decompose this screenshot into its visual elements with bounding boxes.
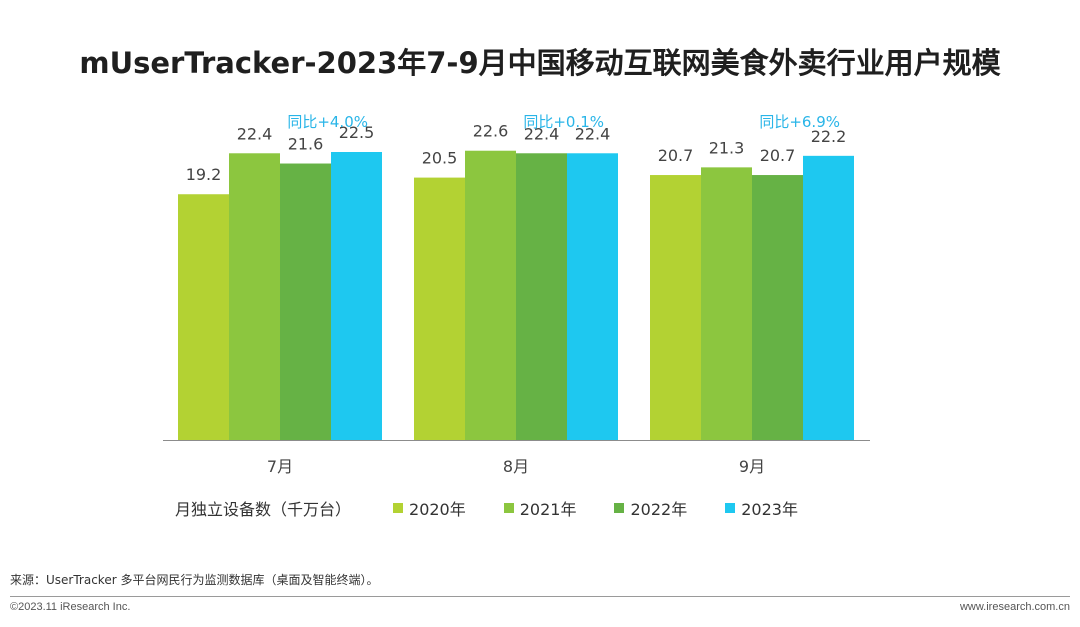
copyright: ©2023.11 iResearch Inc. bbox=[10, 601, 131, 613]
legend-label-2020: 2020年 bbox=[409, 500, 466, 519]
data-label-9月-2021年: 21.3 bbox=[709, 138, 745, 157]
legend-item-2021: 2021年 bbox=[503, 496, 577, 520]
data-label-9月-2022年: 20.7 bbox=[760, 146, 796, 165]
legend-item-2023: 2023年 bbox=[725, 496, 798, 520]
bar-9月-2022年 bbox=[752, 175, 803, 441]
chart-title: mUserTracker-2023年7-9月中国移动互联网美食外卖行业用户规模 bbox=[79, 46, 1001, 80]
legend: 月独立设备数（千万台） 2020年 2021年 2022年 2023年 bbox=[175, 496, 836, 520]
x-tick-label-8月: 8月 bbox=[503, 457, 529, 476]
data-label-9月-2020年: 20.7 bbox=[658, 146, 694, 165]
bar-7月-2020年 bbox=[178, 194, 229, 440]
source-note: 来源：UserTracker 多平台网民行为监测数据库（桌面及智能终端）。 bbox=[10, 573, 379, 587]
website-link[interactable]: www.iresearch.com.cn bbox=[959, 601, 1070, 613]
bar-8月-2023年 bbox=[567, 153, 618, 440]
data-label-7月-2022年: 21.6 bbox=[288, 135, 324, 154]
legend-label-2022: 2022年 bbox=[630, 500, 688, 519]
x-tick-label-7月: 7月 bbox=[267, 457, 293, 476]
yoy-label-7月: 同比+4.0% bbox=[287, 113, 368, 131]
bar-9月-2023年 bbox=[803, 155, 854, 440]
legend-measure-label: 月独立设备数（千万台） bbox=[175, 500, 352, 519]
legend-item-2020: 2020年 bbox=[393, 496, 466, 520]
bar-8月-2021年 bbox=[465, 150, 516, 440]
bar-9月-2021年 bbox=[701, 167, 752, 441]
legend-label-2023: 2023年 bbox=[741, 500, 798, 519]
bar-9月-2020年 bbox=[650, 175, 701, 441]
legend-label-2021: 2021年 bbox=[519, 500, 577, 519]
bar-7月-2022年 bbox=[280, 163, 331, 440]
yoy-label-8月: 同比+0.1% bbox=[523, 113, 604, 131]
footer-divider bbox=[10, 596, 1070, 597]
yoy-label-9月: 同比+6.9% bbox=[759, 113, 840, 131]
data-label-7月-2020年: 19.2 bbox=[186, 165, 222, 184]
bar-8月-2022年 bbox=[516, 153, 567, 440]
legend-swatch-2022 bbox=[614, 503, 625, 513]
data-label-9月-2023年: 22.2 bbox=[811, 127, 847, 146]
data-label-8月-2022年: 22.4 bbox=[524, 124, 560, 143]
legend-item-2022: 2022年 bbox=[614, 496, 687, 520]
legend-swatch-2020 bbox=[393, 503, 404, 513]
legend-swatch-2023 bbox=[725, 503, 736, 513]
bar-7月-2021年 bbox=[229, 153, 280, 440]
data-label-8月-2023年: 22.4 bbox=[575, 124, 611, 143]
bar-8月-2020年 bbox=[414, 177, 465, 440]
data-label-8月-2021年: 22.6 bbox=[473, 122, 509, 141]
x-tick-label-9月: 9月 bbox=[739, 457, 765, 476]
bar-7月-2023年 bbox=[331, 152, 382, 440]
data-label-7月-2023年: 22.5 bbox=[339, 123, 375, 142]
data-label-8月-2020年: 20.5 bbox=[422, 149, 458, 168]
legend-swatch-2021 bbox=[503, 503, 514, 513]
bar-chart: 19.2 22.4 21.6 22.5 7月 同比+4.0% 20.5 22.6 22.4 22.… bbox=[163, 113, 870, 476]
data-label-7月-2021年: 22.4 bbox=[237, 124, 273, 143]
